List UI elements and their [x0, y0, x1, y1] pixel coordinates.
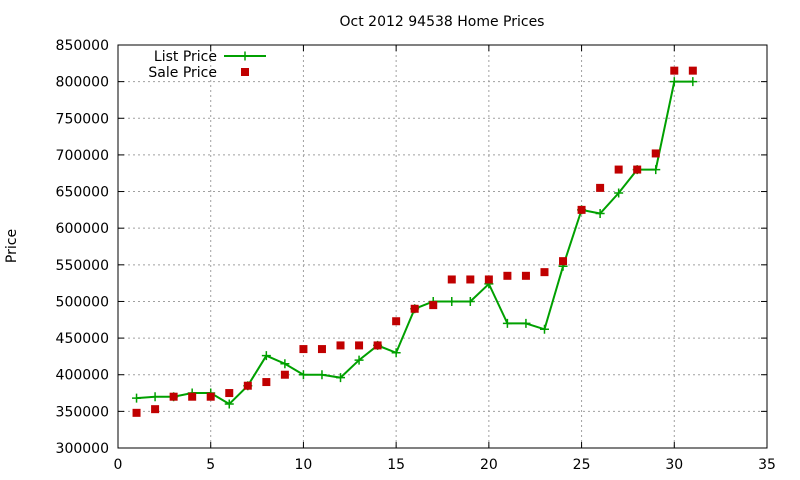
list-price-point — [280, 359, 290, 369]
list-price-point — [132, 393, 142, 403]
sale-price-point — [429, 301, 438, 310]
list-price-point — [391, 348, 401, 358]
x-tick-label: 5 — [206, 457, 215, 473]
sale-price-point — [503, 271, 512, 280]
list-price-point — [336, 373, 346, 383]
sale-price-point — [151, 405, 160, 414]
y-tick-label: 400000 — [56, 368, 109, 384]
list-price-point — [224, 399, 234, 409]
sale-price-point — [262, 378, 271, 387]
plot-border — [117, 44, 768, 449]
y-tick-label: 700000 — [56, 148, 109, 164]
sale-price-point — [373, 341, 382, 350]
list-price-point — [521, 318, 531, 328]
x-tick-label: 15 — [387, 457, 405, 473]
sale-price-point — [484, 275, 493, 284]
list-price-point — [447, 296, 457, 306]
sale-price-point — [132, 408, 141, 417]
list-price-point — [465, 296, 475, 306]
sale-price-point — [559, 257, 568, 266]
sale-price-point — [355, 341, 364, 350]
sale-price-point — [466, 275, 475, 284]
list-price-point — [298, 370, 308, 380]
sale-price-point — [577, 205, 586, 214]
legend-label: Sale Price — [148, 65, 217, 81]
y-tick-label: 500000 — [56, 294, 109, 310]
sale-price-point — [633, 165, 642, 174]
list-price-point — [539, 324, 549, 334]
list-price-point — [317, 370, 327, 380]
series-0 — [132, 77, 698, 409]
sale-price-point — [206, 392, 215, 401]
y-tick-label: 800000 — [56, 75, 109, 91]
sale-price-point — [688, 66, 697, 75]
list-price-point — [688, 77, 698, 87]
x-tick-label: 20 — [480, 457, 498, 473]
sale-price-point — [169, 392, 178, 401]
list-price-point — [651, 165, 661, 175]
y-tick-label: 650000 — [56, 185, 109, 201]
x-tick-label: 25 — [573, 457, 591, 473]
list-price-point — [669, 77, 679, 87]
list-price-point — [502, 318, 512, 328]
y-tick-label: 850000 — [56, 38, 109, 54]
y-tick-label: 350000 — [56, 404, 109, 420]
sale-price-point — [243, 381, 252, 390]
list-price-point — [595, 209, 605, 219]
x-tick-label: 10 — [295, 457, 313, 473]
sale-price-point — [336, 341, 345, 350]
chart-title: Oct 2012 94538 Home Prices — [340, 14, 545, 30]
x-tick-label: 30 — [665, 457, 683, 473]
y-tick-label: 550000 — [56, 258, 109, 274]
x-tick-label: 0 — [114, 457, 123, 473]
y-axis-label: Price — [4, 229, 20, 263]
sale-price-point — [225, 389, 234, 398]
sale-price-point — [410, 304, 419, 313]
list-price-point — [354, 355, 364, 365]
sale-price-point — [188, 392, 197, 401]
sale-price-point — [299, 345, 308, 354]
list-price-point — [150, 392, 160, 402]
sale-price-point — [447, 275, 456, 284]
sale-price-point — [540, 268, 549, 277]
y-tick-label: 300000 — [56, 441, 109, 457]
series-layer — [132, 66, 698, 417]
list-price-point — [261, 351, 271, 361]
sale-price-point — [392, 317, 401, 326]
list-price-point — [614, 188, 624, 198]
sale-price-point — [596, 183, 605, 192]
axes: 0 5 10 15 20 25 30 35 300000 350000 400000 450000 50… — [56, 38, 776, 473]
sale-price-point — [521, 271, 530, 280]
sale-price-point — [614, 165, 623, 174]
x-tick-label: 35 — [758, 457, 776, 473]
y-tick-label: 450000 — [56, 331, 109, 347]
series-1 — [132, 66, 697, 417]
sale-price-point — [651, 149, 660, 158]
legend-marker — [240, 51, 250, 61]
y-tick-label: 750000 — [56, 111, 109, 127]
list-price-line — [136, 80, 693, 406]
y-tick-label: 600000 — [56, 221, 109, 237]
sale-price-point — [317, 345, 326, 354]
sale-price-point — [670, 66, 679, 75]
sale-price-point — [280, 370, 289, 379]
legend-marker — [241, 68, 249, 76]
legend-label: List Price — [154, 49, 217, 65]
